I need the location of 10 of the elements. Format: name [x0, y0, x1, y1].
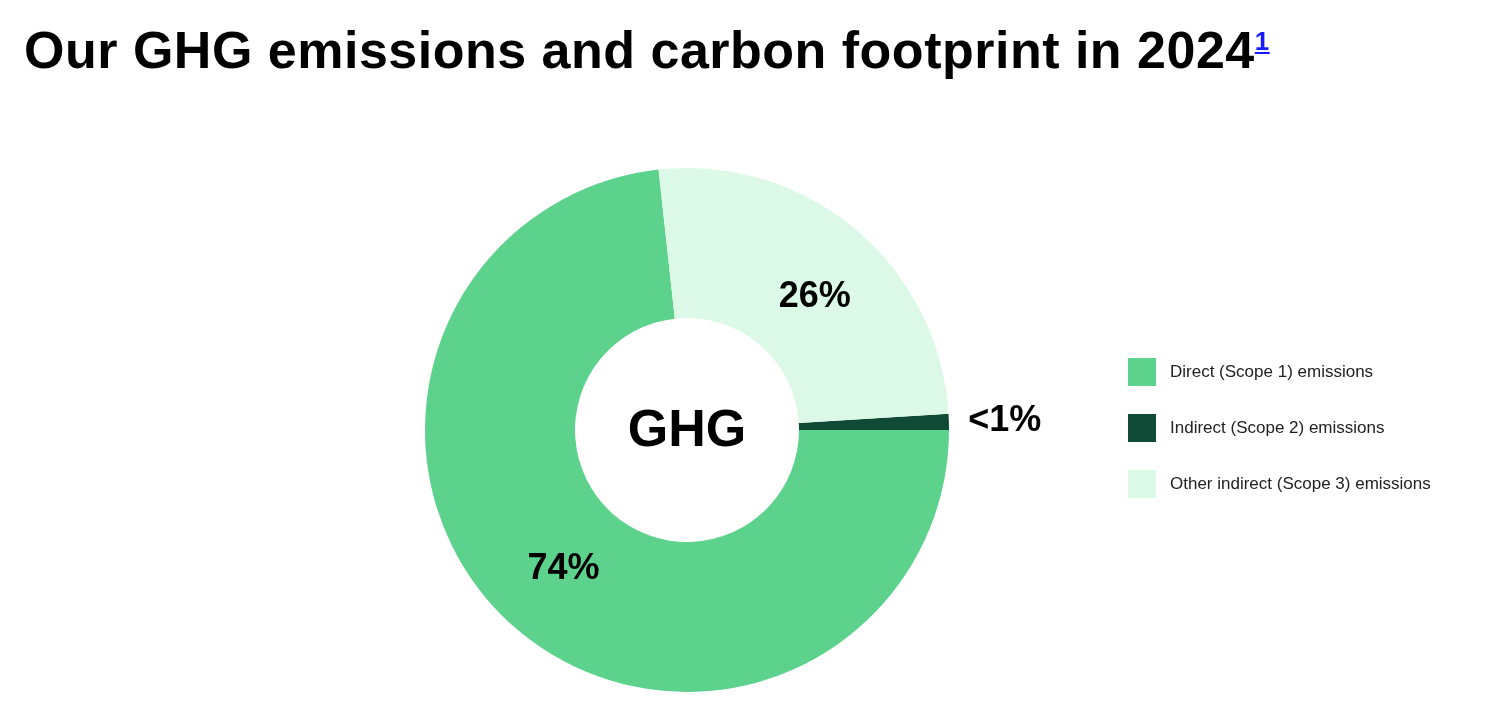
legend-label: Other indirect (Scope 3) emissions — [1170, 474, 1431, 493]
data-label: <1% — [968, 398, 1042, 440]
data-label: 74% — [527, 545, 600, 587]
legend-label: Indirect (Scope 2) emissions — [1170, 418, 1385, 437]
text: GHG — [627, 399, 747, 457]
donut-slice — [798, 413, 949, 430]
legend-label: Direct (Scope 1) emissions — [1170, 362, 1374, 381]
chart-title: Our GHG emissions and carbon footprint in 2024$^{1}$ — [23, 20, 1271, 81]
donut-slice — [425, 169, 949, 692]
data-label: 26% — [778, 274, 851, 316]
